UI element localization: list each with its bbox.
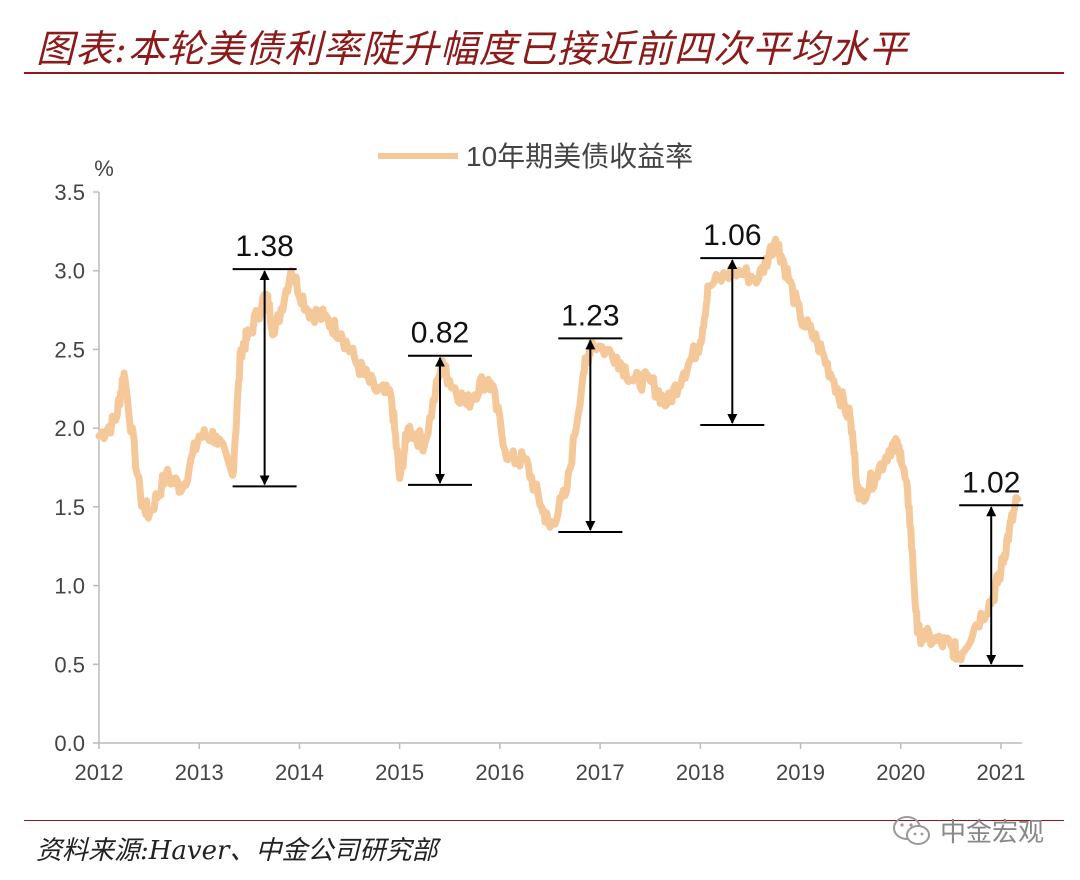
brand-name: 中金宏观 (939, 817, 1044, 847)
x-tick-label: 2020 (876, 760, 925, 785)
y-tick-label: 0.5 (54, 652, 85, 677)
footer-divider (24, 820, 1064, 821)
source-note: 资料来源:Haver、中金公司研究部 (36, 836, 438, 866)
x-tick-label: 2015 (375, 760, 424, 785)
legend-label: 10年期美债收益率 (466, 141, 693, 172)
y-axis-unit: % (94, 156, 114, 181)
x-tick-label: 2012 (75, 760, 124, 785)
wechat-icon (892, 815, 930, 845)
y-tick-label: 0.0 (54, 731, 85, 756)
y-tick-label: 3.0 (54, 259, 85, 284)
series-line-10y-yield (95, 235, 1022, 664)
y-tick-label: 1.5 (54, 495, 85, 520)
brand-watermark: 中金宏观 (892, 812, 1044, 849)
annotation-label: 1.06 (703, 219, 761, 252)
x-tick-label: 2021 (976, 760, 1025, 785)
y-tick-label: 1.0 (54, 574, 85, 599)
title-divider (24, 72, 1064, 74)
x-tick-label: 2014 (275, 760, 324, 785)
annotation-label: 0.82 (411, 317, 469, 350)
y-tick-label: 3.5 (54, 180, 85, 205)
x-tick-label: 2013 (175, 760, 224, 785)
x-tick-label: 2016 (475, 760, 524, 785)
x-tick-label: 2018 (676, 760, 725, 785)
annotation-label: 1.23 (561, 299, 619, 332)
y-tick-label: 2.5 (54, 337, 85, 362)
x-tick-label: 2019 (776, 760, 825, 785)
x-tick-label: 2017 (576, 760, 625, 785)
y-tick-label: 2.0 (54, 416, 85, 441)
annotation-label: 1.38 (235, 230, 293, 263)
annotation-label: 1.02 (962, 466, 1020, 499)
page-title: 图表:本轮美债利率陡升幅度已接近前四次平均水平 (36, 27, 908, 71)
